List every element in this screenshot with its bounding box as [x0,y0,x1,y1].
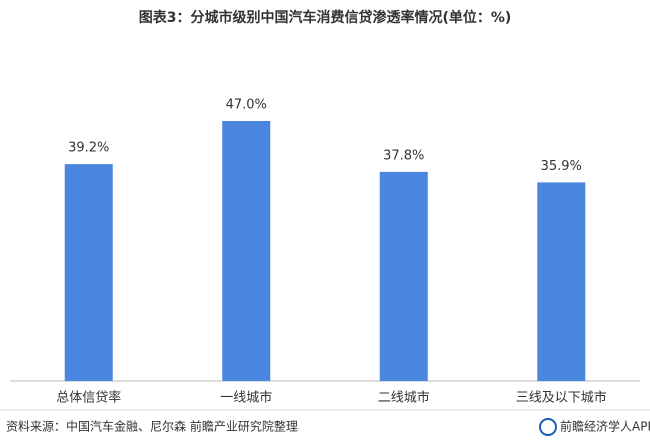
x-tick-label: 二线城市 [378,390,430,406]
bar [379,171,428,381]
bar [64,164,113,381]
value-label: 35.9% [541,159,582,174]
value-label: 39.2% [68,141,109,156]
value-label: 37.8% [383,148,424,163]
brand-logo [539,418,557,436]
x-tick-label: 一线城市 [220,390,272,406]
brand: 前瞻经济学人APP [560,419,650,434]
value-label: 47.0% [226,98,267,113]
x-tick-label: 总体信贷率 [56,390,121,406]
bar [537,182,586,381]
bar [222,121,271,381]
x-tick-label: 三线及以下城市 [516,390,607,406]
source: 资料来源：中国汽车金融、尼尔森 前瞻产业研究院整理 [6,419,298,434]
chart-title: 图表3：分城市级别中国汽车消费信贷渗透率情况(单位：%) [139,9,512,26]
